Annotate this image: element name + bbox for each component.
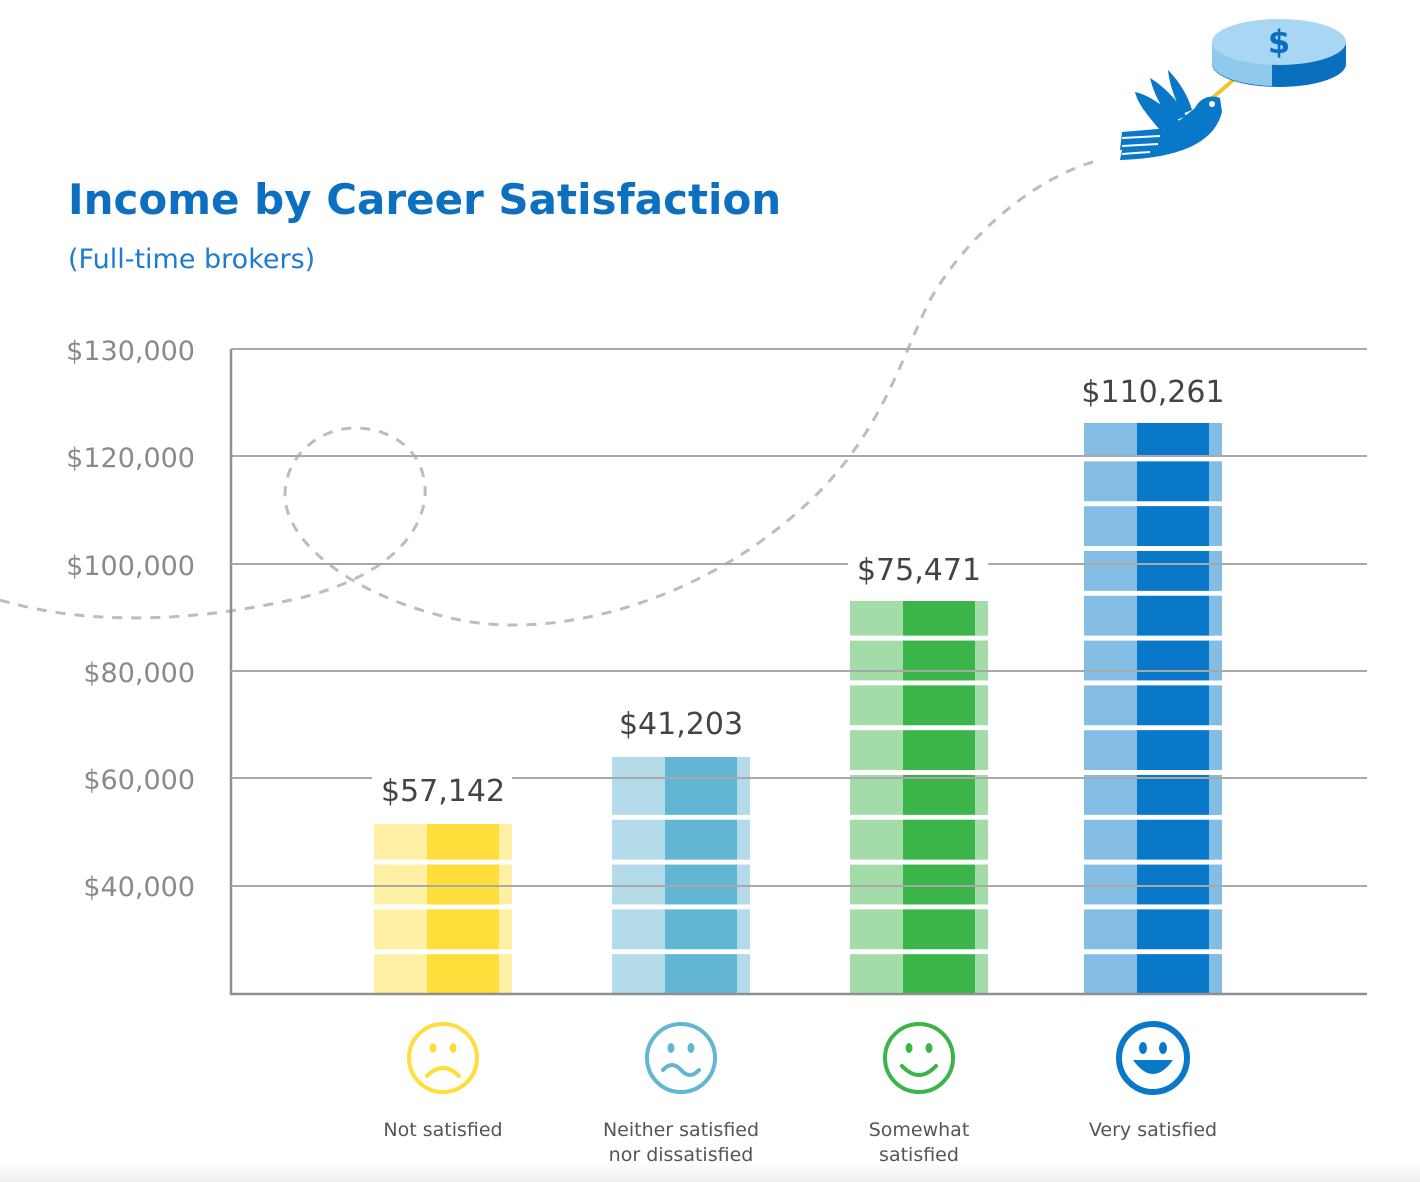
bird-icon [1120, 70, 1222, 160]
value-label: $110,261 [1081, 375, 1224, 410]
bar-stack [612, 757, 750, 994]
bar-segment [850, 775, 988, 815]
bottom-fade [0, 1162, 1420, 1182]
bar-segment [1084, 864, 1222, 905]
bar-stacks [374, 423, 1222, 994]
coin-dollar-symbol: $ [1268, 23, 1290, 61]
bar-segment [850, 954, 988, 994]
y-tick-label: $60,000 [83, 765, 195, 796]
big-smile-face-icon [1116, 1021, 1190, 1095]
category-label: nor dissatisfied [609, 1144, 754, 1166]
smile-face-icon [883, 1022, 955, 1094]
bar-segment [374, 864, 512, 905]
bar-stack [850, 601, 988, 994]
bar-segment [850, 640, 988, 681]
bar-stack [1084, 423, 1222, 994]
category-label: satisfied [879, 1144, 959, 1166]
bar-segment [612, 757, 750, 815]
value-label: $75,471 [857, 553, 981, 588]
bar-segment [1084, 819, 1222, 860]
bar-segment [1084, 506, 1222, 546]
bird-with-coin: $ [1120, 19, 1346, 160]
bar-segment [1084, 640, 1222, 681]
category-label: Very satisfied [1089, 1119, 1217, 1141]
category-label: Not satisfied [383, 1119, 502, 1141]
bar-segment [612, 864, 750, 905]
bar-segment [1084, 551, 1222, 591]
bar-segment [1084, 685, 1222, 726]
bar-segment [850, 730, 988, 770]
dashed-flight-path [0, 158, 1101, 627]
satisfaction-icons [407, 1021, 1190, 1095]
value-labels: $57,142 $41,203 $75,471 $110,261 [381, 375, 1225, 809]
bar-segment [1084, 909, 1222, 950]
chart-subtitle: (Full-time brokers) [68, 244, 315, 275]
bar-segment [850, 909, 988, 950]
bar-segment [1084, 595, 1222, 636]
y-tick-label: $100,000 [66, 551, 195, 582]
bar-segment [374, 824, 512, 860]
bar-segment [850, 601, 988, 636]
category-label: Neither satisfied [603, 1119, 759, 1141]
gridlines [231, 348, 1367, 996]
value-label: $57,142 [381, 774, 505, 809]
bar-segment [1084, 954, 1222, 994]
bar-segment [850, 685, 988, 726]
bar-segment [374, 954, 512, 994]
wavy-mouth-face-icon [645, 1022, 717, 1094]
y-tick-label: $40,000 [83, 872, 195, 903]
bar-segment [1084, 423, 1222, 457]
bar-segment [1084, 461, 1222, 502]
bar-stack [374, 824, 512, 994]
chart-title: Income by Career Satisfaction [68, 175, 781, 224]
dollar-coin-icon: $ [1212, 19, 1346, 87]
category-labels: Not satisfied Neither satisfied nor dissat… [383, 1119, 1217, 1166]
y-tick-label: $120,000 [66, 443, 195, 474]
value-label: $41,203 [619, 707, 743, 742]
y-tick-label: $130,000 [66, 336, 195, 367]
bar-segment [1084, 775, 1222, 815]
y-axis-ticks: $130,000 $120,000 $100,000 $80,000 $60,0… [66, 336, 195, 903]
category-label: Somewhat [869, 1119, 970, 1141]
bar-segment [1084, 730, 1222, 770]
bar-segment [612, 954, 750, 994]
bar-segment [374, 909, 512, 950]
bar-segment [850, 864, 988, 905]
sad-face-icon [407, 1022, 479, 1094]
bar-segment [850, 819, 988, 860]
y-tick-label: $80,000 [83, 658, 195, 689]
bar-segment [612, 819, 750, 860]
bar-segment [612, 909, 750, 950]
